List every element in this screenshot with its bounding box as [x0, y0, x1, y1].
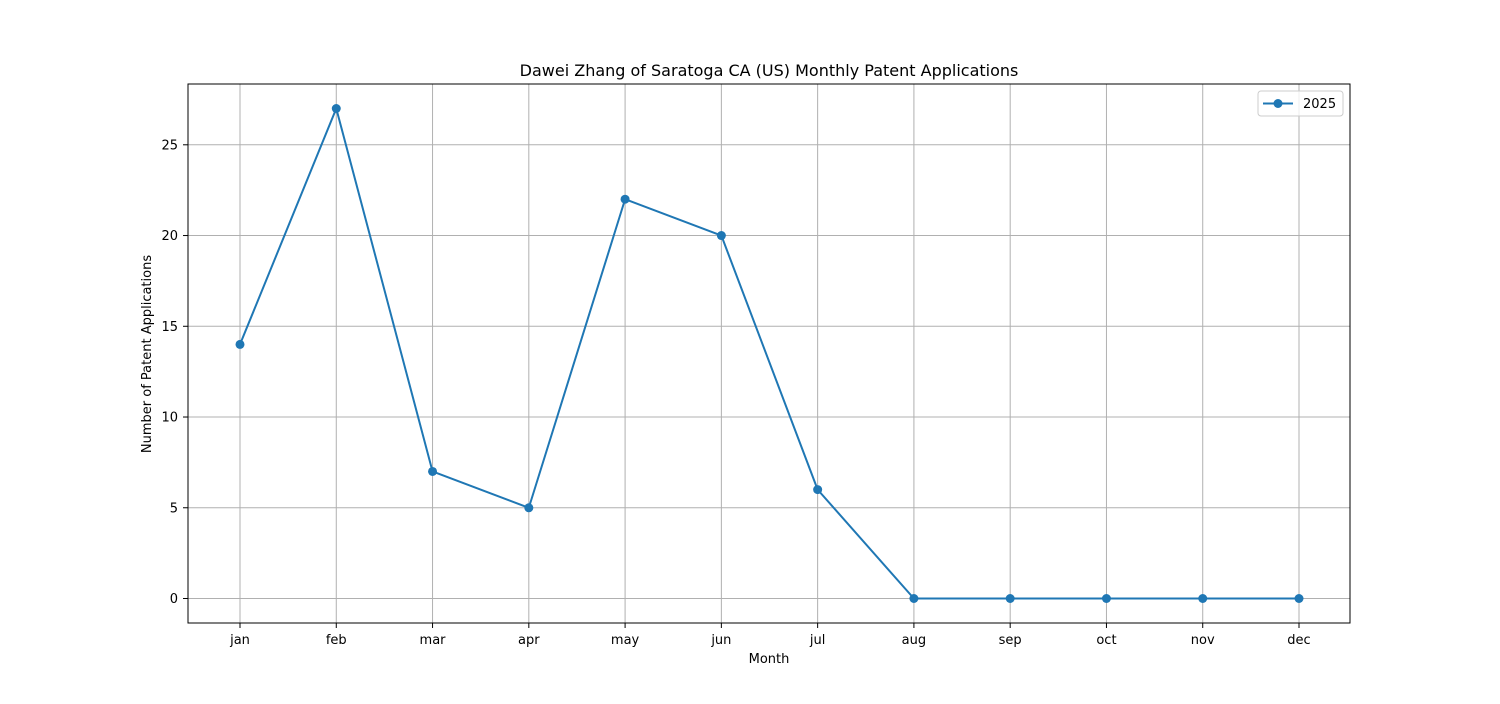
x-tick-label: aug	[902, 633, 926, 648]
data-point-sep	[1006, 594, 1015, 603]
y-tick-label: 5	[170, 501, 178, 516]
data-point-jun	[717, 231, 726, 240]
legend: 2025	[1258, 91, 1343, 116]
y-axis-label: Number of Patent Applications	[140, 255, 155, 453]
data-point-jul	[813, 485, 822, 494]
x-tick-label: jan	[229, 633, 250, 648]
y-tick-label: 10	[161, 411, 178, 426]
legend-label: 2025	[1303, 97, 1336, 112]
chart-title: Dawei Zhang of Saratoga CA (US) Monthly …	[520, 61, 1019, 80]
chart-figure: jan feb mar apr may jun jul aug sep oct nov dec 0 5 10…	[0, 0, 1500, 700]
x-tick-label: nov	[1191, 633, 1215, 648]
x-axis-label: Month	[749, 652, 790, 667]
data-point-dec	[1294, 594, 1303, 603]
y-tick-label: 15	[161, 320, 178, 335]
data-point-feb	[332, 104, 341, 113]
x-tick-label: apr	[518, 633, 540, 648]
x-tick-label: dec	[1287, 633, 1310, 648]
data-point-mar	[428, 467, 437, 476]
x-tick-label: feb	[326, 633, 347, 648]
y-tick-label: 25	[161, 138, 178, 153]
x-tick-label: may	[611, 633, 640, 648]
data-point-jan	[236, 340, 245, 349]
x-tick-label: jun	[710, 633, 731, 648]
data-point-nov	[1198, 594, 1207, 603]
y-tick-label: 0	[170, 592, 178, 607]
data-point-oct	[1102, 594, 1111, 603]
line-chart: jan feb mar apr may jun jul aug sep oct nov dec 0 5 10…	[0, 0, 1500, 700]
x-tick-label: mar	[420, 633, 447, 648]
x-tick-label: oct	[1096, 633, 1116, 648]
y-tick-label: 20	[161, 229, 178, 244]
data-point-aug	[909, 594, 918, 603]
data-point-apr	[524, 503, 533, 512]
legend-marker	[1274, 99, 1283, 108]
x-tick-label: sep	[999, 633, 1022, 648]
x-tick-label: jul	[809, 633, 825, 648]
data-point-may	[621, 195, 630, 204]
